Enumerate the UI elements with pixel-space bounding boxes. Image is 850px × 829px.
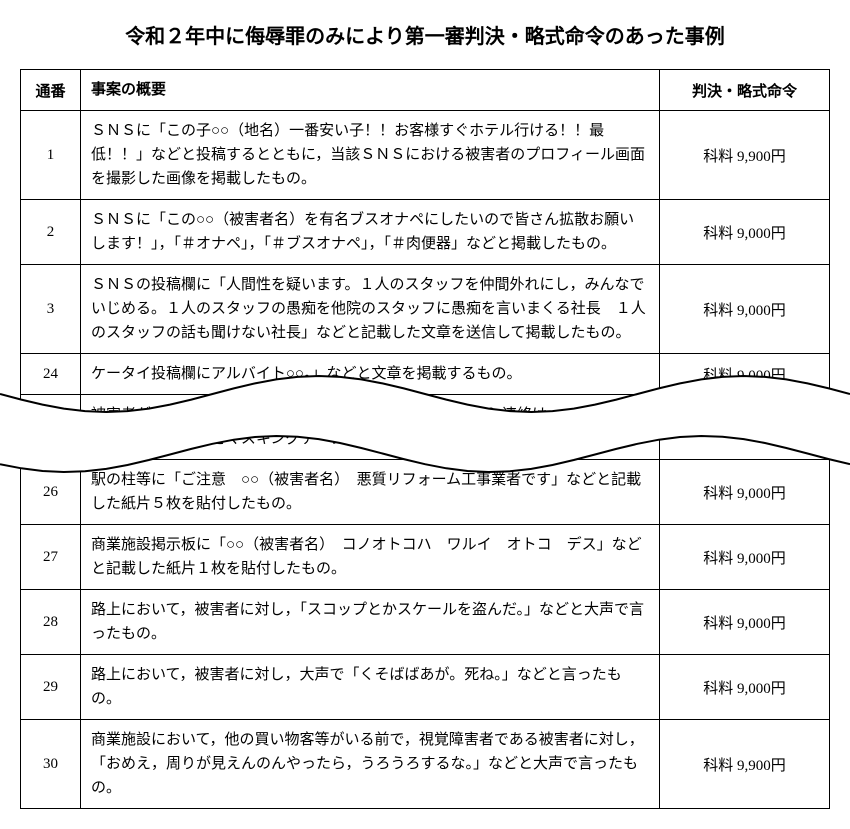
- cell-num: 24: [21, 354, 81, 395]
- cell-num: 1: [21, 111, 81, 200]
- cell-num: 30: [21, 720, 81, 809]
- cell-pen: 科料 9,900円: [660, 111, 830, 200]
- table-row: 2ＳＮＳに「この○○（被害者名）を有名ブスオナペにしたいので皆さん拡散お願いしま…: [21, 200, 830, 265]
- cell-pen: 科料 9,000円: [660, 200, 830, 265]
- header-desc: 事案の概要: [81, 70, 660, 111]
- cell-desc: 路上において，被害者に対し，大声で「くそばばあが。死ね。」などと言ったもの。: [81, 655, 660, 720]
- header-row: 通番 事案の概要 判決・略式命令: [21, 70, 830, 111]
- cell-pen: 科料 9,900円: [660, 720, 830, 809]
- cell-pen: 科料 9,000円: [660, 590, 830, 655]
- cell-desc: 路上において，被害者に対し，「スコップとかスケールを盗んだ。」などと大声で言った…: [81, 590, 660, 655]
- cell-desc: ＳＮＳに「この子○○（地名）一番安い子！！お客様すぐホテル行ける！！最低！！」な…: [81, 111, 660, 200]
- cell-desc: 商業施設において，他の買い物客等がいる前で，視覚障害者である被害者に対し，「おめ…: [81, 720, 660, 809]
- table-row: 30商業施設において，他の買い物客等がいる前で，視覚障害者である被害者に対し，「…: [21, 720, 830, 809]
- cell-pen: 科料 9,000円: [660, 265, 830, 354]
- cell-num: 25: [21, 395, 81, 460]
- cell-pen: 科料 9,000円: [660, 395, 830, 460]
- table-row: 24ケータイ投稿欄にアルバイト○○。」などと文章を掲載するもの。科料 9,000…: [21, 354, 830, 395]
- table-row: 1ＳＮＳに「この子○○（地名）一番安い子！！お客様すぐホテル行ける！！最低！！」…: [21, 111, 830, 200]
- table-wrapper: 通番 事案の概要 判決・略式命令 1ＳＮＳに「この子○○（地名）一番安い子！！お…: [20, 69, 830, 809]
- cell-num: 28: [21, 590, 81, 655]
- cell-num: 29: [21, 655, 81, 720]
- cell-desc: ＳＮＳに「この○○（被害者名）を有名ブスオナペにしたいので皆さん拡散お願いします…: [81, 200, 660, 265]
- table-row: 27商業施設掲示板に「○○（被害者名） コノオトコハ ワルイ オトコ デス」など…: [21, 525, 830, 590]
- table-row: 28路上において，被害者に対し，「スコップとかスケールを盗んだ。」などと大声で言…: [21, 590, 830, 655]
- header-num: 通番: [21, 70, 81, 111]
- page-title: 令和２年中に侮辱罪のみにより第一審判決・略式命令のあった事例: [20, 20, 830, 49]
- cell-desc: 被害者が○○（○○）の道路に面したガラスに「ていくらいは？連絡は○○○と？フザケ…: [81, 395, 660, 460]
- cell-num: 27: [21, 525, 81, 590]
- header-pen: 判決・略式命令: [660, 70, 830, 111]
- cell-num: 3: [21, 265, 81, 354]
- table-row: 3ＳＮＳの投稿欄に「人間性を疑います。１人のスタッフを仲間外れにし，みんなでいじ…: [21, 265, 830, 354]
- table-row: 25被害者が○○（○○）の道路に面したガラスに「ていくらいは？連絡は○○○と？フ…: [21, 395, 830, 460]
- cell-pen: 科料 9,000円: [660, 354, 830, 395]
- cell-pen: 科料 9,000円: [660, 525, 830, 590]
- table-row: 29路上において，被害者に対し，大声で「くそばばあが。死ね。」などと言ったもの。…: [21, 655, 830, 720]
- table-row: 26駅の柱等に「ご注意 ○○（被害者名） 悪質リフォーム工事業者です」などと記載…: [21, 460, 830, 525]
- cell-pen: 科料 9,000円: [660, 460, 830, 525]
- cell-desc: 駅の柱等に「ご注意 ○○（被害者名） 悪質リフォーム工事業者です」などと記載した…: [81, 460, 660, 525]
- cell-desc: 商業施設掲示板に「○○（被害者名） コノオトコハ ワルイ オトコ デス」などと記…: [81, 525, 660, 590]
- cases-table: 通番 事案の概要 判決・略式命令 1ＳＮＳに「この子○○（地名）一番安い子！！お…: [20, 69, 830, 809]
- cell-desc: ケータイ投稿欄にアルバイト○○。」などと文章を掲載するもの。: [81, 354, 660, 395]
- cell-desc: ＳＮＳの投稿欄に「人間性を疑います。１人のスタッフを仲間外れにし，みんなでいじめ…: [81, 265, 660, 354]
- cell-num: 26: [21, 460, 81, 525]
- cell-pen: 科料 9,000円: [660, 655, 830, 720]
- cell-num: 2: [21, 200, 81, 265]
